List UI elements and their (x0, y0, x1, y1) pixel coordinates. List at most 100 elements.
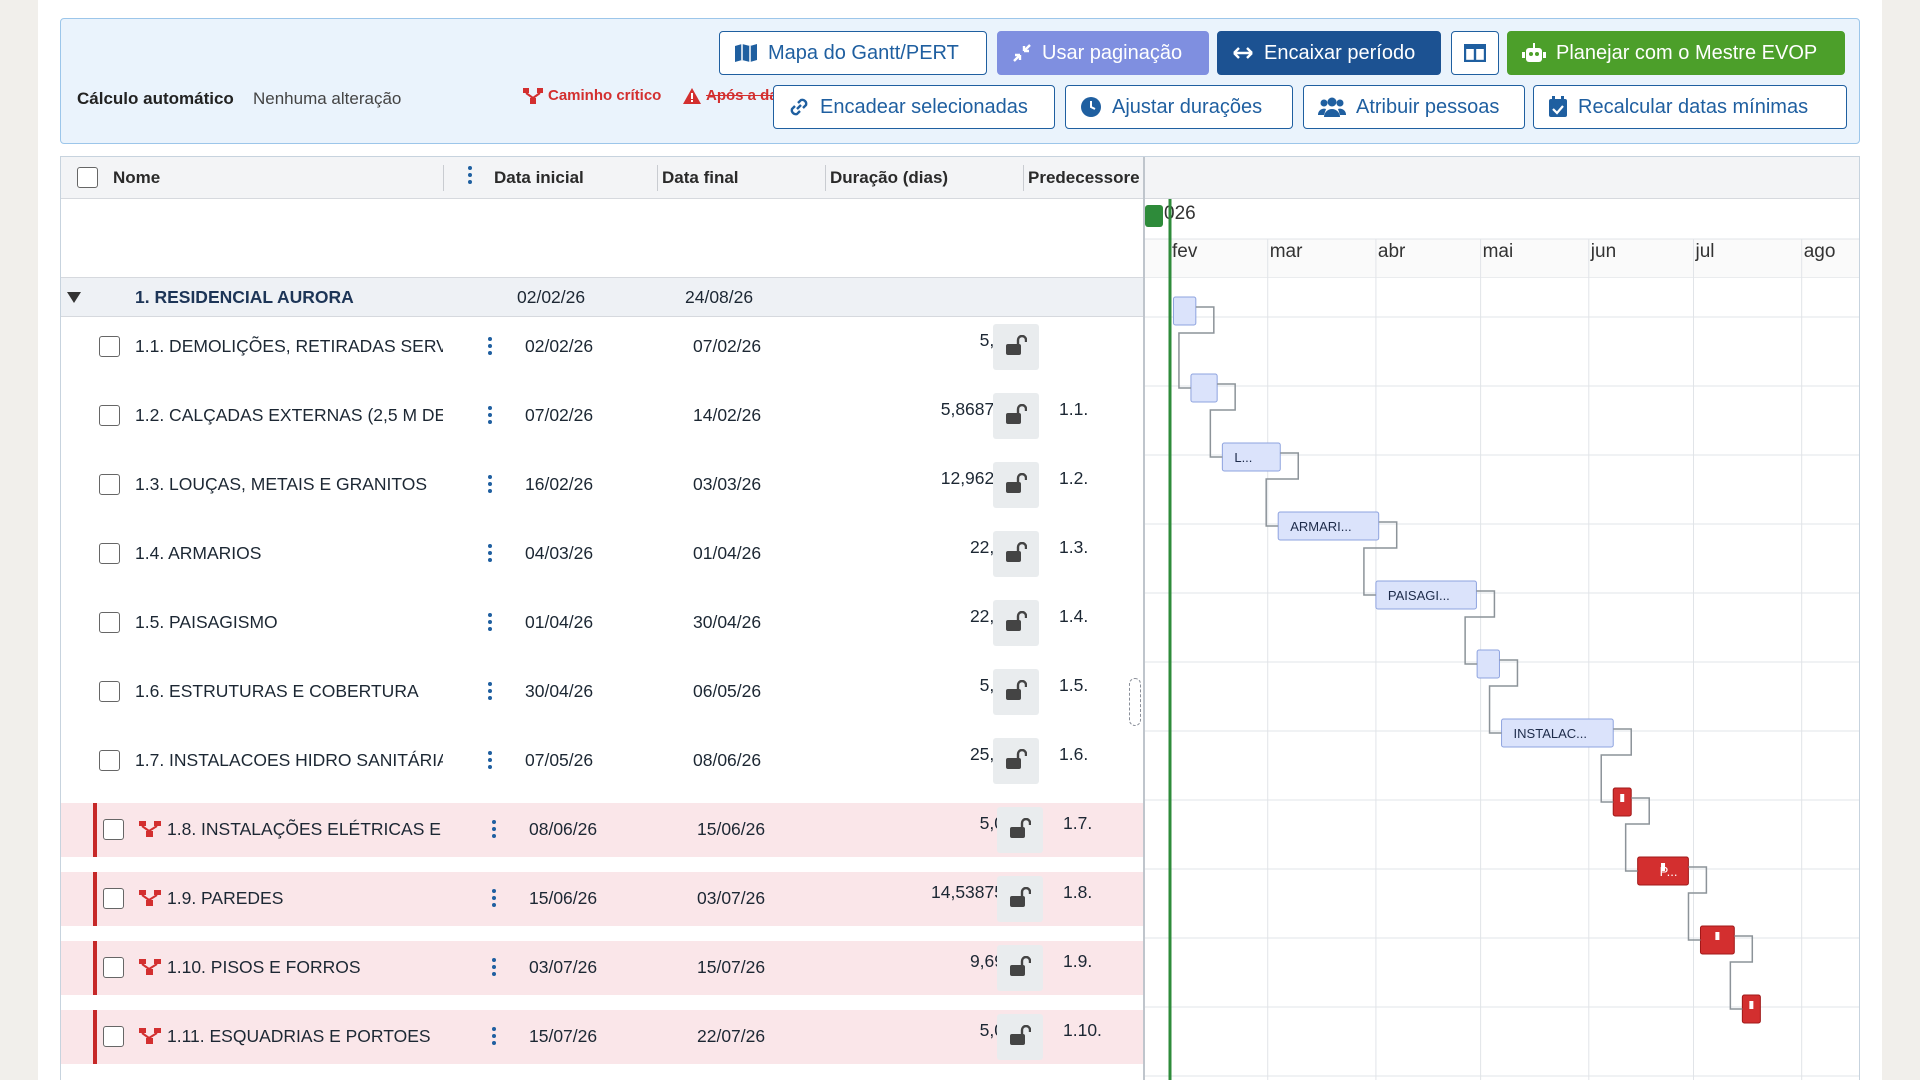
column-start-header[interactable]: Data inicial (494, 168, 584, 187)
toggle-columns-button[interactable] (1451, 31, 1499, 75)
lock-toggle-button[interactable] (993, 600, 1039, 646)
task-bar[interactable] (1501, 718, 1614, 748)
row-checkbox[interactable] (99, 474, 120, 495)
task-predecessors[interactable]: 1.2. (1059, 468, 1089, 488)
task-start[interactable]: 16/02/26 (525, 474, 594, 494)
task-start[interactable]: 07/05/26 (525, 750, 594, 770)
task-start[interactable]: 15/06/26 (529, 888, 598, 908)
task-duration[interactable]: 14,53875 (931, 882, 1004, 902)
collapse-triangle-icon[interactable] (67, 290, 81, 304)
task-predecessors[interactable]: 1.4. (1059, 606, 1089, 626)
row-checkbox[interactable] (99, 336, 120, 357)
row-menu-icon[interactable] (487, 751, 493, 772)
task-bar[interactable] (1190, 373, 1218, 403)
lock-toggle-button[interactable] (997, 1014, 1043, 1060)
task-start[interactable]: 07/02/26 (525, 405, 594, 425)
task-predecessors[interactable]: 1.6. (1059, 744, 1089, 764)
column-separator[interactable] (443, 165, 444, 191)
gantt-map-button[interactable]: Mapa do Gantt/PERT (719, 31, 987, 75)
row-checkbox[interactable] (103, 888, 124, 909)
task-duration[interactable]: 12,9625 (940, 468, 1004, 488)
task-predecessors[interactable]: 1.8. (1063, 882, 1093, 902)
task-duration[interactable]: 5,0 (979, 813, 1004, 833)
task-predecessors[interactable]: 1.1. (1059, 399, 1089, 419)
adjust-durations-button[interactable]: Ajustar durações (1065, 85, 1293, 129)
row-menu-icon[interactable] (487, 406, 493, 427)
row-menu-icon[interactable] (487, 337, 493, 358)
task-end[interactable]: 01/04/26 (693, 543, 762, 563)
project-summary-row[interactable]: 1. RESIDENCIAL AURORA 02/02/26 24/08/26 (61, 277, 1143, 317)
use-pagination-button[interactable]: Usar paginação (997, 31, 1209, 75)
table-row[interactable]: 1.9. PAREDES 15/06/26 03/07/26 14,53875 1.8. (61, 872, 1143, 926)
lock-toggle-button[interactable] (993, 531, 1039, 577)
column-duration-header[interactable]: Duração (dias) (830, 168, 949, 187)
task-predecessors[interactable]: 1.9. (1063, 951, 1093, 971)
row-checkbox[interactable] (99, 405, 120, 426)
row-menu-icon[interactable] (491, 1027, 497, 1048)
task-end[interactable]: 15/07/26 (697, 957, 766, 977)
task-predecessors[interactable]: 1.3. (1059, 537, 1089, 557)
row-checkbox[interactable] (103, 1026, 124, 1047)
column-name-header[interactable]: Nome (113, 168, 161, 187)
lock-toggle-button[interactable] (993, 324, 1039, 370)
assign-people-button[interactable]: Atribuir pessoas (1303, 85, 1525, 129)
task-duration[interactable]: 25,0 (969, 744, 1004, 764)
table-row[interactable]: 1.2. CALÇADAS EXTERNAS (2,5 M DE L 07/02/… (61, 389, 1143, 443)
task-end[interactable]: 06/05/26 (693, 681, 762, 701)
task-duration[interactable]: 22,5 (969, 537, 1004, 557)
table-row[interactable]: 1.7. INSTALACOES HIDRO SANITÁRIAS 07/05/2… (61, 734, 1143, 788)
row-checkbox[interactable] (99, 543, 120, 564)
row-menu-icon[interactable] (487, 613, 493, 634)
task-duration[interactable]: 5,86875 (940, 399, 1004, 419)
task-start[interactable]: 08/06/26 (529, 819, 598, 839)
critical-path-legend[interactable]: Caminho crítico (523, 87, 661, 104)
task-bar[interactable] (1476, 649, 1500, 679)
table-row[interactable]: 1.4. ARMARIOS 04/03/26 01/04/26 22,5 1.3. (61, 527, 1143, 581)
chain-selected-button[interactable]: Encadear selecionadas (773, 85, 1055, 129)
task-end[interactable]: 30/04/26 (693, 612, 762, 632)
lock-toggle-button[interactable] (997, 945, 1043, 991)
task-end[interactable]: 07/02/26 (693, 336, 762, 356)
table-row[interactable]: 1.6. ESTRUTURAS E COBERTURA 30/04/26 06/05… (61, 665, 1143, 719)
row-menu-icon[interactable] (487, 475, 493, 496)
task-start[interactable]: 01/04/26 (525, 612, 594, 632)
task-predecessors[interactable]: 1.5. (1059, 675, 1089, 695)
table-row[interactable]: 1.11. ESQUADRIAS E PORTOES 15/07/26 22/07/… (61, 1010, 1143, 1064)
today-marker[interactable] (1145, 205, 1163, 227)
lock-toggle-button[interactable] (993, 393, 1039, 439)
task-bar[interactable] (1172, 296, 1197, 326)
task-predecessors[interactable]: 1.7. (1063, 813, 1093, 833)
task-end[interactable]: 03/03/26 (693, 474, 762, 494)
task-predecessors[interactable]: 1.10. (1063, 1020, 1102, 1040)
task-duration[interactable]: 9,69 (969, 951, 1004, 971)
column-separator[interactable] (825, 165, 826, 191)
task-duration[interactable]: 22,5 (969, 606, 1004, 626)
row-checkbox[interactable] (103, 957, 124, 978)
task-end[interactable]: 22/07/26 (697, 1026, 766, 1046)
row-checkbox[interactable] (99, 681, 120, 702)
table-row[interactable]: 1.5. PAISAGISMO 01/04/26 30/04/26 22,5 1.4. (61, 596, 1143, 650)
row-menu-icon[interactable] (491, 820, 497, 841)
task-duration[interactable]: 5,0 (979, 330, 1004, 350)
plan-master-button[interactable]: Planejar com o Mestre EVOP (1507, 31, 1845, 75)
task-end[interactable]: 03/07/26 (697, 888, 766, 908)
fit-period-button[interactable]: Encaixar período (1217, 31, 1441, 75)
panel-splitter-handle[interactable] (1129, 678, 1141, 726)
lock-toggle-button[interactable] (993, 738, 1039, 784)
column-separator[interactable] (657, 165, 658, 191)
row-checkbox[interactable] (99, 750, 120, 771)
row-checkbox[interactable] (103, 819, 124, 840)
gantt-chart[interactable]: fev mar abr mai jun jul ago 026 L... ARMARI... PAI… (1143, 157, 1859, 1080)
task-start[interactable]: 03/07/26 (529, 957, 598, 977)
task-start[interactable]: 04/03/26 (525, 543, 594, 563)
task-start[interactable]: 02/02/26 (525, 336, 594, 356)
task-bar[interactable] (1375, 580, 1477, 610)
lock-toggle-button[interactable] (997, 807, 1043, 853)
table-row[interactable]: 1.8. INSTALAÇÕES ELÉTRICAS E LUI 08/06/26… (61, 803, 1143, 857)
lock-toggle-button[interactable] (997, 876, 1043, 922)
task-duration[interactable]: 5,0 (979, 1020, 1004, 1040)
task-end[interactable]: 08/06/26 (693, 750, 762, 770)
column-separator[interactable] (1023, 165, 1024, 191)
row-menu-icon[interactable] (491, 958, 497, 979)
recalc-dates-button[interactable]: Recalcular datas mínimas (1533, 85, 1847, 129)
